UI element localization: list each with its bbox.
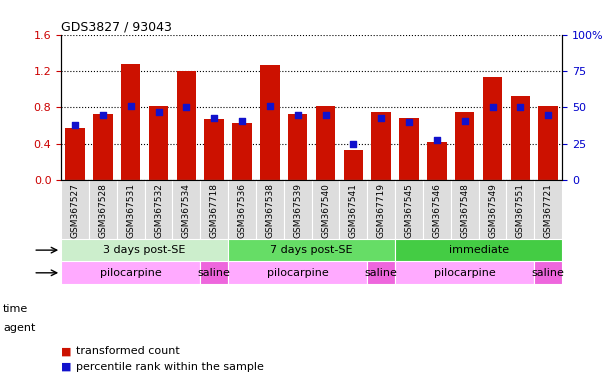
Point — [404, 119, 414, 125]
Point — [488, 104, 497, 111]
Text: 7 days post-SE: 7 days post-SE — [270, 245, 353, 255]
Text: 3 days post-SE: 3 days post-SE — [103, 245, 186, 255]
Bar — [149, 106, 168, 180]
Bar — [61, 180, 89, 239]
Text: GSM367538: GSM367538 — [265, 183, 274, 238]
Text: GSM367531: GSM367531 — [126, 183, 135, 238]
Text: ■: ■ — [61, 362, 75, 372]
Bar — [343, 151, 363, 180]
Text: GSM367532: GSM367532 — [154, 183, 163, 238]
Point — [293, 112, 302, 118]
Bar — [455, 112, 474, 180]
Point — [153, 109, 163, 115]
Bar — [312, 180, 340, 239]
Bar — [121, 64, 141, 180]
Text: GSM367548: GSM367548 — [460, 183, 469, 238]
Text: percentile rank within the sample: percentile rank within the sample — [76, 362, 264, 372]
Bar — [145, 180, 172, 239]
Point — [126, 103, 136, 109]
Bar — [340, 180, 367, 239]
Text: pilocarpine: pilocarpine — [267, 268, 329, 278]
Text: GSM367527: GSM367527 — [70, 183, 79, 238]
Text: GDS3827 / 93043: GDS3827 / 93043 — [61, 20, 172, 33]
Bar — [89, 180, 117, 239]
Text: GSM367549: GSM367549 — [488, 183, 497, 238]
Point — [432, 137, 442, 143]
Text: GSM367539: GSM367539 — [293, 183, 302, 238]
Bar — [288, 114, 307, 180]
Point — [210, 115, 219, 121]
Bar — [538, 106, 558, 180]
Bar — [427, 142, 447, 180]
Text: GSM367721: GSM367721 — [544, 183, 553, 238]
Point — [348, 141, 358, 147]
Bar — [451, 180, 478, 239]
Text: GSM367540: GSM367540 — [321, 183, 330, 238]
Bar — [284, 180, 312, 239]
Text: GSM367719: GSM367719 — [377, 183, 386, 238]
Text: GSM367534: GSM367534 — [182, 183, 191, 238]
Bar — [61, 239, 228, 262]
Bar — [395, 180, 423, 239]
Text: ■: ■ — [61, 346, 75, 356]
Bar — [423, 180, 451, 239]
Point — [265, 103, 275, 109]
Bar — [483, 78, 502, 180]
Text: GSM367551: GSM367551 — [516, 183, 525, 238]
Bar — [205, 119, 224, 180]
Text: immediate: immediate — [448, 245, 509, 255]
Bar — [228, 180, 256, 239]
Text: time: time — [3, 304, 28, 314]
Bar — [534, 180, 562, 239]
Bar — [93, 114, 112, 180]
Bar — [478, 180, 507, 239]
Text: GSM367528: GSM367528 — [98, 183, 108, 238]
Text: saline: saline — [365, 268, 398, 278]
Point — [98, 112, 108, 118]
Bar — [511, 96, 530, 180]
Bar — [367, 262, 395, 284]
Bar — [232, 123, 252, 180]
Text: saline: saline — [532, 268, 565, 278]
Text: transformed count: transformed count — [76, 346, 180, 356]
Bar — [200, 180, 228, 239]
Text: GSM367541: GSM367541 — [349, 183, 358, 238]
Bar — [117, 180, 145, 239]
Bar — [507, 180, 534, 239]
Text: saline: saline — [198, 268, 230, 278]
Text: GSM367545: GSM367545 — [404, 183, 414, 238]
Bar — [228, 262, 367, 284]
Bar — [395, 239, 562, 262]
Bar — [395, 262, 534, 284]
Point — [376, 115, 386, 121]
Bar — [172, 180, 200, 239]
Point — [543, 112, 553, 118]
Point — [460, 118, 470, 124]
Point — [70, 122, 80, 128]
Bar — [371, 112, 391, 180]
Text: GSM367536: GSM367536 — [238, 183, 246, 238]
Bar — [200, 262, 228, 284]
Text: GSM367718: GSM367718 — [210, 183, 219, 238]
Text: agent: agent — [3, 323, 35, 333]
Bar — [260, 65, 280, 180]
Point — [516, 104, 525, 111]
Text: GSM367546: GSM367546 — [433, 183, 441, 238]
Bar — [534, 262, 562, 284]
Bar — [400, 118, 419, 180]
Point — [181, 104, 191, 111]
Bar — [256, 180, 284, 239]
Bar — [177, 71, 196, 180]
Bar — [316, 106, 335, 180]
Text: pilocarpine: pilocarpine — [100, 268, 161, 278]
Bar — [367, 180, 395, 239]
Bar — [61, 262, 200, 284]
Point — [321, 112, 331, 118]
Bar — [228, 239, 395, 262]
Text: pilocarpine: pilocarpine — [434, 268, 496, 278]
Point — [237, 118, 247, 124]
Bar — [65, 129, 85, 180]
